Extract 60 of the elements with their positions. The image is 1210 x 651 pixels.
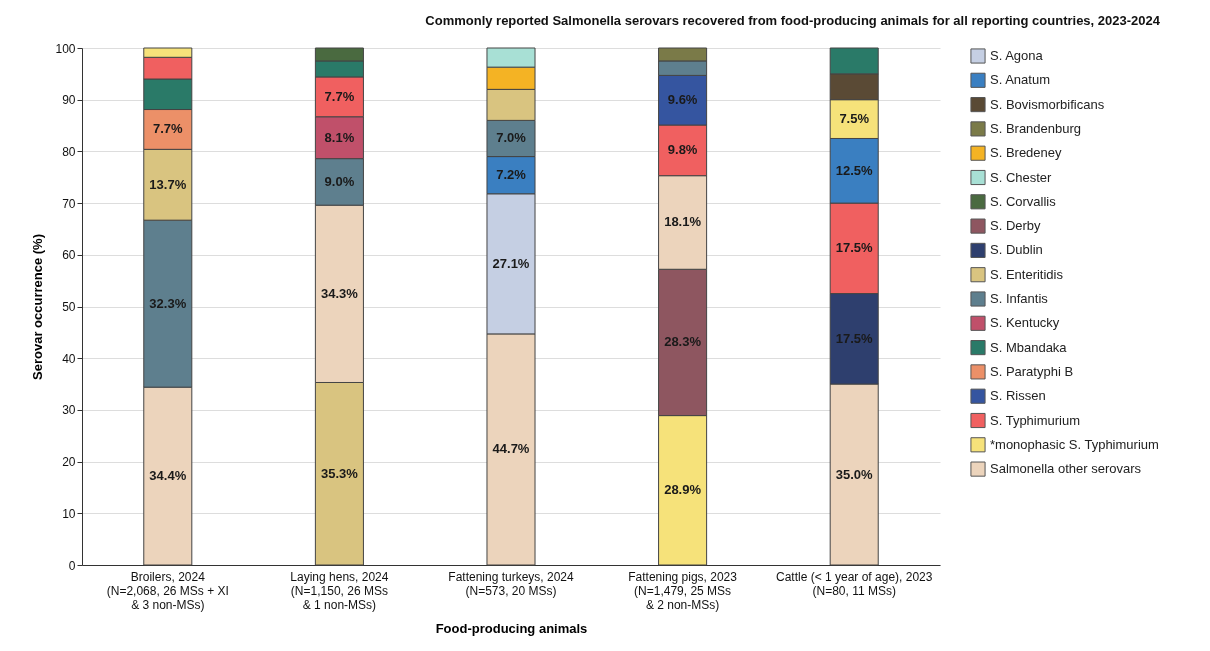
data-label: 35.3%: [320, 465, 359, 481]
legend-label: S. Infantis: [990, 291, 1049, 306]
y-tick-label: 90: [62, 93, 76, 108]
y-tick-label: 10: [62, 506, 76, 521]
data-label: 18.1%: [664, 214, 702, 230]
data-label: 7.2%: [496, 167, 527, 183]
x-tick-label: Broilers, 2024 (N=2,068, 26 MSs + XI & 3 non-MSs): [106, 569, 229, 612]
legend-label: S. Agona: [990, 48, 1044, 63]
legend-label: S. Paratyphi B: [990, 363, 1074, 379]
data-label: 32.3%: [149, 295, 187, 311]
data-label: 7.7%: [324, 88, 355, 104]
data-label: 7.0%: [496, 130, 527, 146]
data-label: 28.3%: [664, 334, 702, 350]
data-label: 9.0%: [324, 173, 355, 189]
data-label: 44.7%: [492, 441, 530, 457]
legend-label: S. Rissen: [990, 388, 1046, 404]
legend-label: S. Derby: [990, 218, 1042, 234]
y-axis-title: Serovar occurrence (%): [30, 234, 46, 380]
x-tick-label: Cattle (< 1 year of age), 2023 (N=80, 11 MSs): [775, 569, 933, 598]
data-label: 34.3%: [320, 285, 359, 301]
legend-label: S. Anatum: [990, 72, 1050, 88]
legend-label: Salmonella other serovars: [990, 461, 1142, 477]
legend-label: S. Bovismorbificans: [990, 96, 1105, 112]
legend-label: S. Bredeney: [990, 145, 1063, 161]
x-tick-label: Fattening pigs, 2023 (N=1,479, 25 MSs & 2 non-MSs): [628, 569, 738, 612]
x-tick-label: Fattening turkeys, 2024 (N=573, 20 MSs): [448, 569, 575, 598]
data-label: 35.0%: [835, 466, 874, 482]
data-label: 7.5%: [839, 111, 870, 127]
y-tick-label: 100: [55, 41, 76, 56]
y-tick-label: 0: [68, 558, 76, 573]
y-tick-label: 40: [62, 351, 76, 366]
legend-label: S. Dublin: [990, 242, 1043, 258]
data-label: 17.5%: [835, 330, 874, 346]
x-axis-title: Food-producing animals: [435, 620, 588, 636]
y-tick-label: 30: [62, 403, 76, 418]
y-tick-label: 70: [62, 196, 76, 211]
legend-label: S. Chester: [990, 169, 1053, 185]
legend-label: *monophasic S. Typhimurium: [990, 436, 1159, 452]
data-label: 13.7%: [149, 176, 187, 192]
chart-title: Commonly reported Salmonella serovars recovered from food-producing animals for all reporting countries, 2023-2024: [425, 13, 1161, 28]
data-label: 7.7%: [152, 121, 184, 137]
y-tick-label: 80: [62, 144, 76, 159]
x-tick-label: Laying hens, 2024 (N=1,150, 26 MSs & 1 non-MSs): [290, 569, 389, 612]
data-label: 12.5%: [835, 162, 874, 178]
data-label: 9.6%: [667, 92, 698, 108]
data-label: 17.5%: [835, 240, 874, 256]
data-label: 34.4%: [149, 468, 187, 484]
legend-label: S. Enteritidis: [990, 266, 1064, 282]
legend-label: S. Kentucky: [990, 315, 1060, 331]
data-label: 28.9%: [664, 482, 702, 498]
data-label: 9.8%: [667, 142, 698, 158]
legend-label: S. Mbandaka: [990, 339, 1068, 355]
legend-label: S. Typhimurium: [990, 412, 1081, 428]
y-tick-label: 50: [62, 300, 76, 314]
y-tick-label: 20: [62, 455, 76, 470]
data-label: 27.1%: [492, 255, 530, 271]
y-tick-label: 60: [62, 248, 76, 263]
legend-label: S. Corvallis: [990, 193, 1057, 209]
legend-label: S. Brandenburg: [990, 120, 1082, 136]
data-label: 8.1%: [324, 129, 355, 145]
